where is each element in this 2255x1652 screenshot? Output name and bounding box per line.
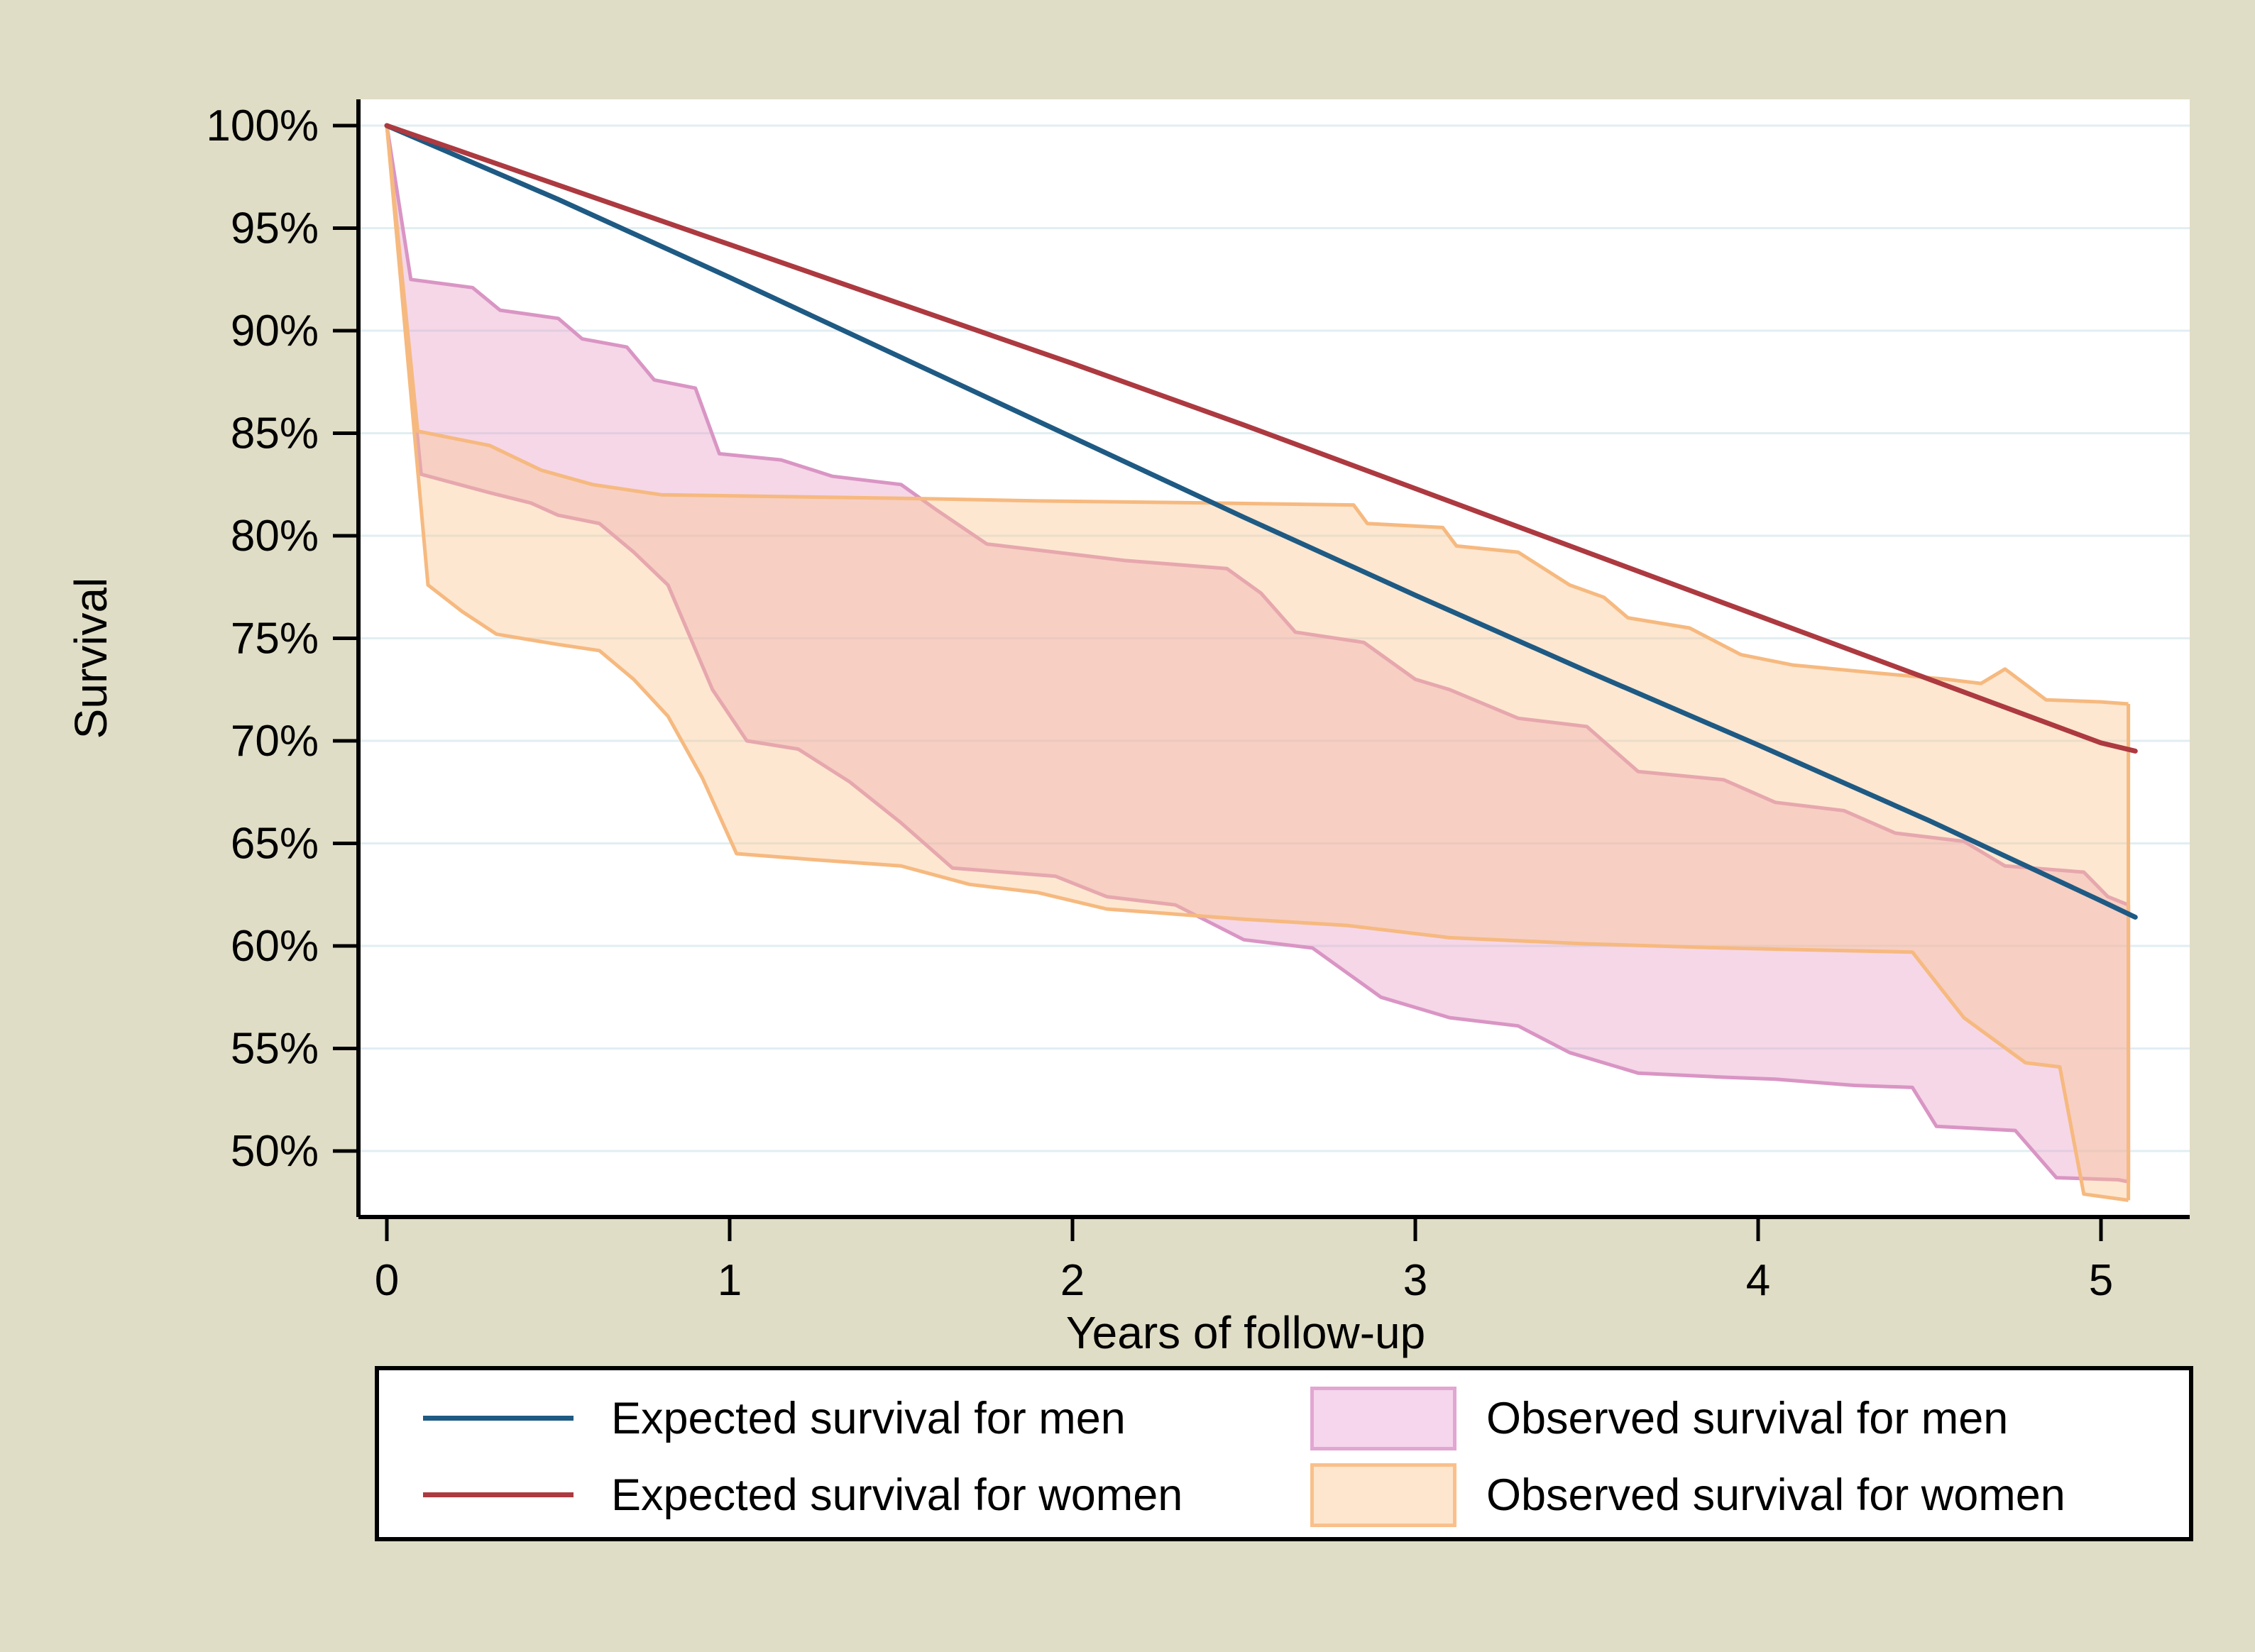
y-tick-label: 75% (231, 615, 319, 663)
legend-label-observed-men: Observed survival for men (1486, 1394, 2009, 1443)
expected-women-line-sample (423, 1492, 574, 1497)
x-axis-title: Years of follow-up (1066, 1307, 1425, 1358)
band-lower-edge (385, 125, 2129, 1184)
x-tick-label: 5 (2089, 1256, 2113, 1305)
y-tick-label: 90% (231, 307, 319, 356)
y-tick-label: 65% (231, 820, 319, 869)
legend-label-expected-men: Expected survival for men (611, 1394, 1126, 1443)
observed-women-swatch-sample (1310, 1463, 1456, 1527)
y-tick-label: 80% (231, 512, 319, 561)
x-tick-label: 0 (375, 1256, 399, 1305)
y-tick-label: 55% (231, 1025, 319, 1074)
expected-men-line (384, 123, 2138, 920)
y-tick-label: 50% (231, 1127, 319, 1176)
observed-men-band (387, 126, 2129, 1182)
y-tick-label: 95% (231, 204, 319, 253)
x-tick-label: 4 (1746, 1256, 1770, 1305)
expected-men-line-sample (423, 1416, 574, 1421)
observed-men-swatch-sample (1310, 1387, 1456, 1450)
plot-area (358, 99, 2190, 1217)
legend-row: Expected survival for women Observed sur… (379, 1457, 2189, 1533)
legend-label-expected-women: Expected survival for women (611, 1470, 1183, 1520)
x-tick-label: 3 (1403, 1256, 1427, 1305)
y-tick-label: 85% (231, 409, 319, 458)
x-tick-label: 1 (718, 1256, 742, 1305)
y-axis-title: Survival (65, 578, 116, 739)
band-upper-edge (385, 125, 2129, 907)
legend-row: Expected survival for men Observed survi… (379, 1380, 2189, 1457)
y-tick-label: 60% (231, 922, 319, 971)
y-tick-label: 70% (231, 717, 319, 766)
x-tick-label: 2 (1060, 1256, 1085, 1305)
legend-label-observed-women: Observed survival for women (1486, 1470, 2065, 1520)
chart-legend: Expected survival for men Observed survi… (375, 1366, 2193, 1541)
y-tick-label: 100% (206, 101, 319, 150)
observed-women-band (387, 126, 2129, 1201)
expected-women-line (384, 123, 2138, 754)
band-upper-edge (385, 125, 2129, 706)
band-lower-edge (385, 125, 2129, 1202)
